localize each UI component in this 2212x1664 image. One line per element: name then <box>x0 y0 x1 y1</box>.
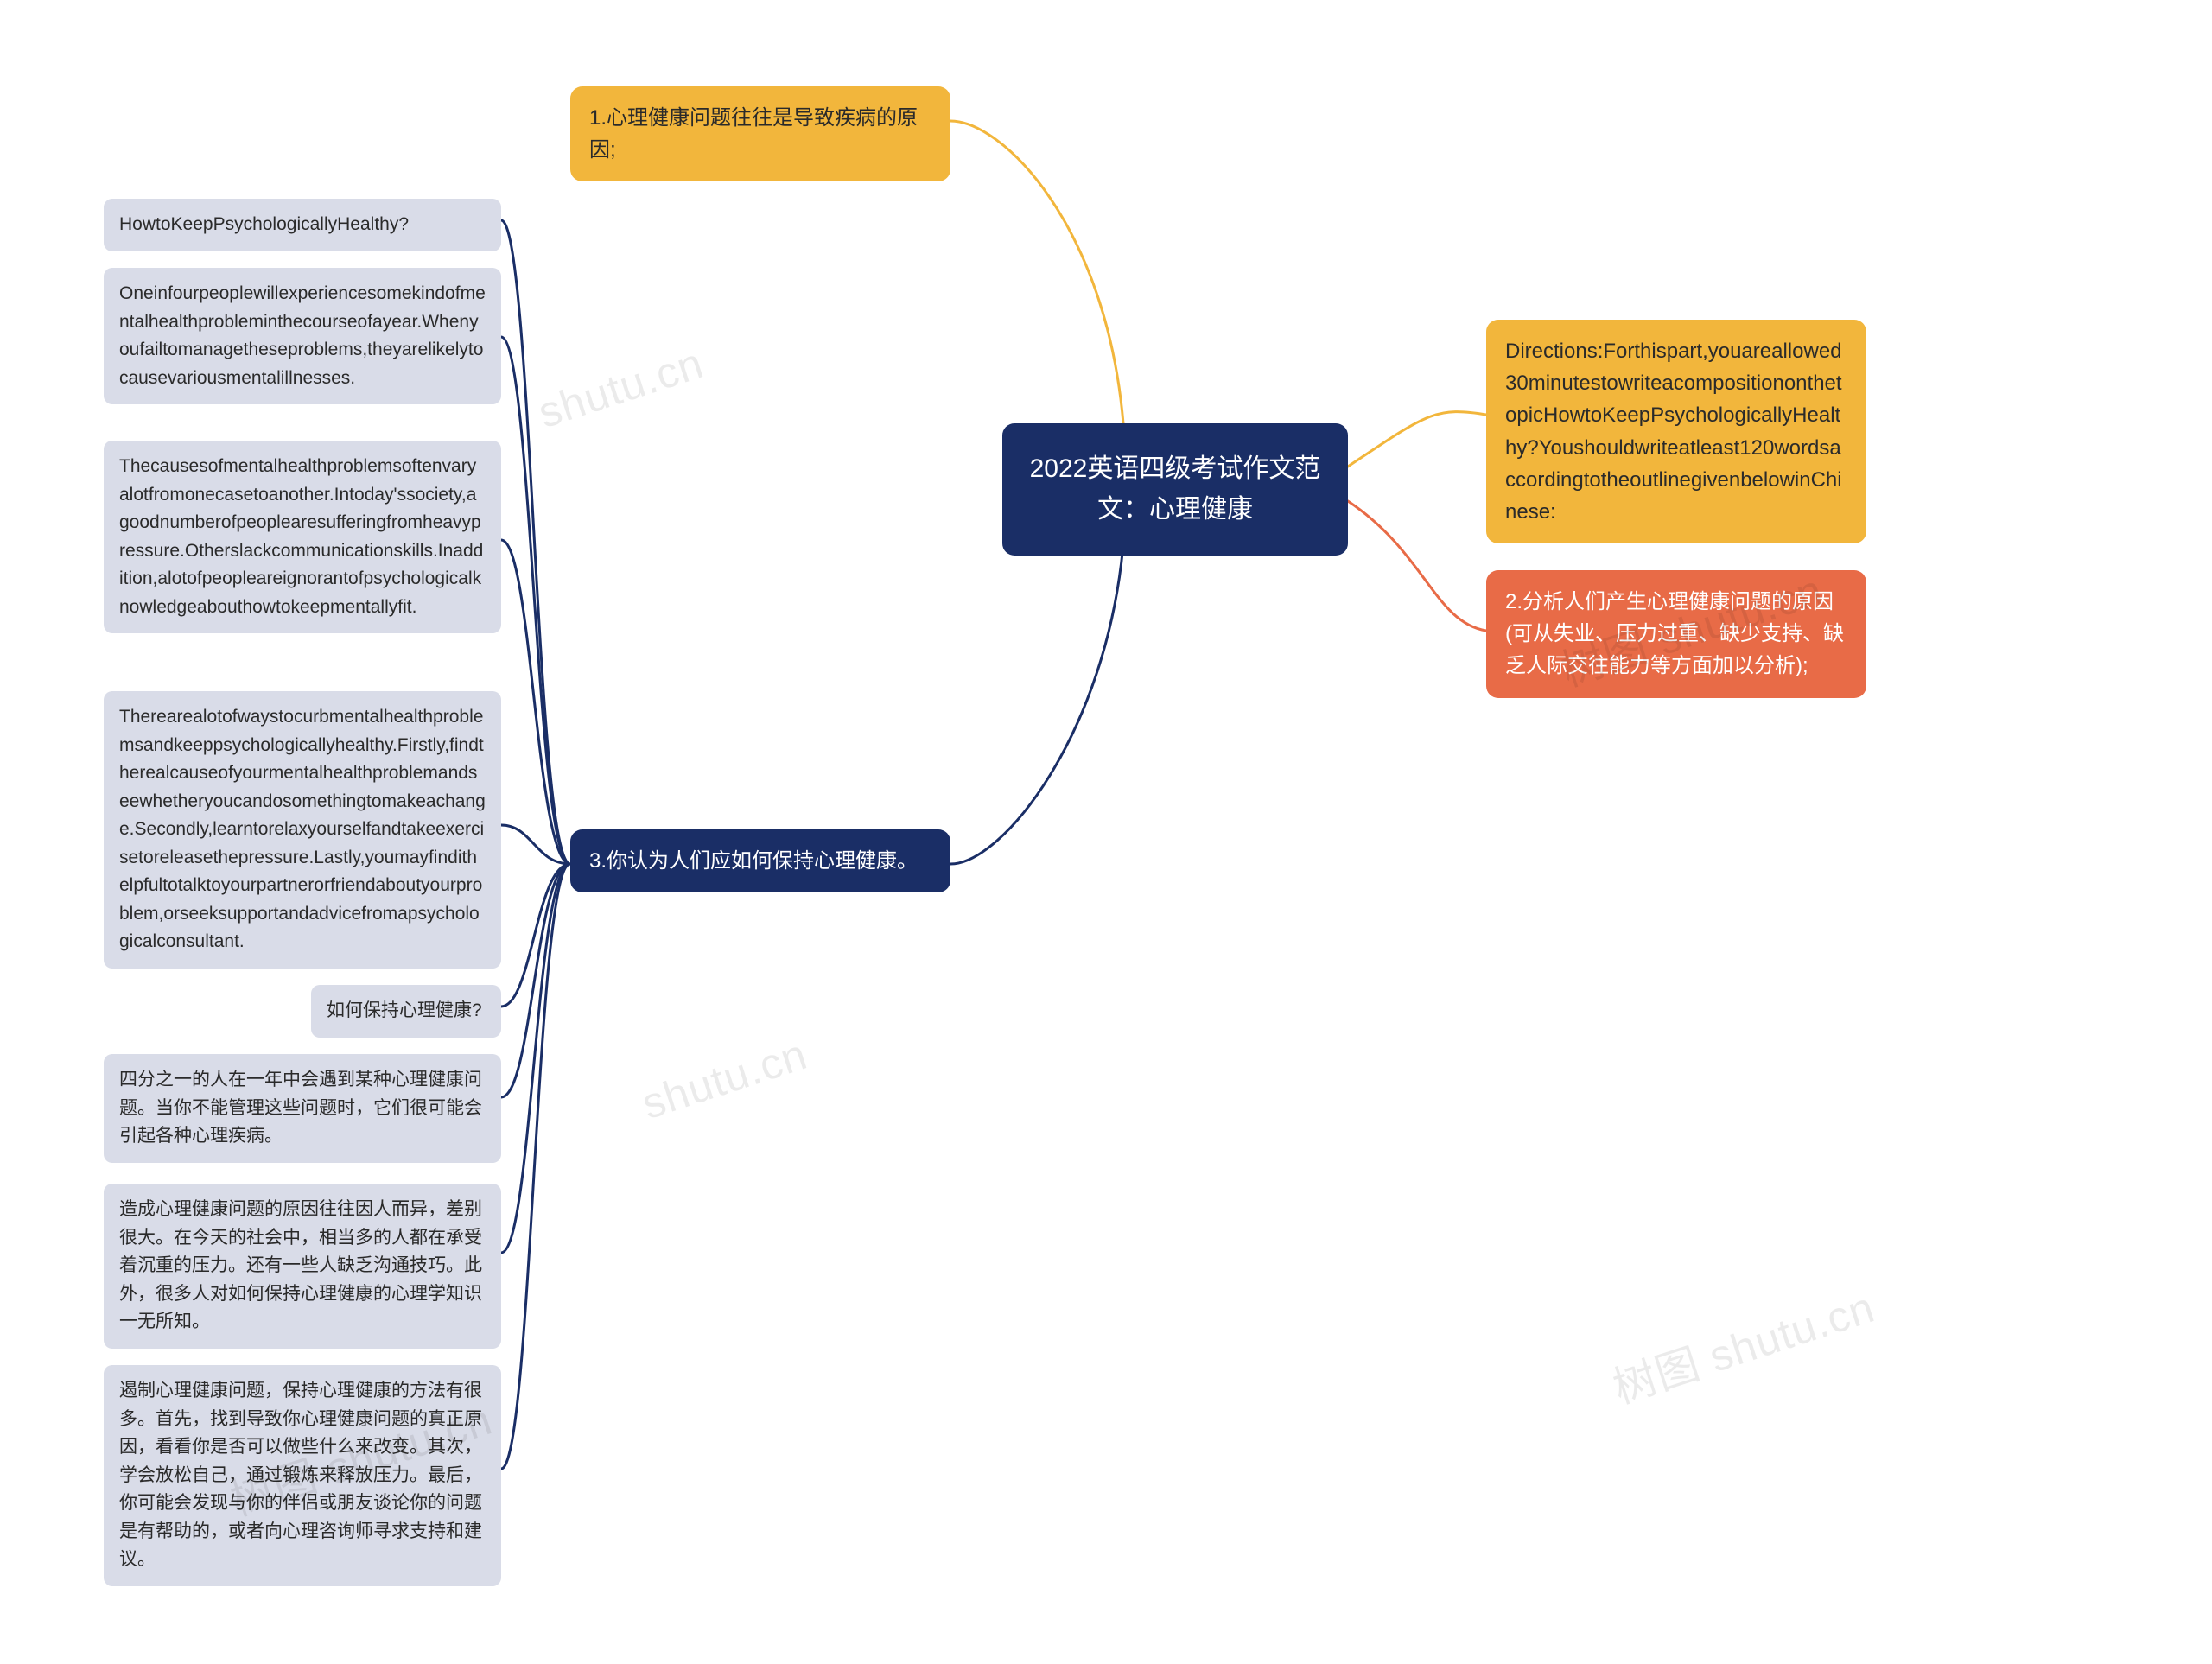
branch-1[interactable]: 1.心理健康问题往往是导致疾病的原因; <box>570 86 950 181</box>
connector <box>1348 501 1486 631</box>
leaf-1[interactable]: HowtoKeepPsychologicallyHealthy? <box>104 199 501 251</box>
watermark: shutu.cn <box>636 1029 813 1129</box>
leaf-4[interactable]: Therearealotofwaystocurbmentalhealthprob… <box>104 691 501 969</box>
leaf-7[interactable]: 造成心理健康问题的原因往往因人而异，差别很大。在今天的社会中，相当多的人都在承受… <box>104 1184 501 1349</box>
leaf-5[interactable]: 如何保持心理健康? <box>311 985 501 1038</box>
leaf-6[interactable]: 四分之一的人在一年中会遇到某种心理健康问题。当你不能管理这些问题时，它们很可能会… <box>104 1054 501 1163</box>
connector <box>501 864 570 1253</box>
watermark: shutu.cn <box>532 338 709 438</box>
connector <box>501 864 570 1469</box>
leaf-8[interactable]: 遏制心理健康问题，保持心理健康的方法有很多。首先，找到导致你心理健康问题的真正原… <box>104 1365 501 1586</box>
watermark: 树图 shutu.cn <box>1605 1273 1882 1415</box>
branch-2[interactable]: 2.分析人们产生心理健康问题的原因(可从失业、压力过重、缺少支持、缺乏人际交往能… <box>1486 570 1866 698</box>
connector <box>950 544 1123 864</box>
center-node[interactable]: 2022英语四级考试作文范文：心理健康 <box>1002 423 1348 556</box>
connector <box>950 121 1123 423</box>
branch-3[interactable]: 3.你认为人们应如何保持心理健康。 <box>570 829 950 892</box>
connector <box>1348 412 1486 467</box>
branch-directions[interactable]: Directions:Forthispart,youareallowed30mi… <box>1486 320 1866 543</box>
leaf-3[interactable]: Thecausesofmentalhealthproblemsoftenvary… <box>104 441 501 633</box>
connector <box>501 540 570 864</box>
leaf-2[interactable]: Oneinfourpeoplewillexperiencesomekindofm… <box>104 268 501 404</box>
connector <box>501 864 570 1007</box>
connector <box>501 337 570 864</box>
connector <box>501 825 570 864</box>
connector <box>501 864 570 1097</box>
connector <box>501 220 570 864</box>
